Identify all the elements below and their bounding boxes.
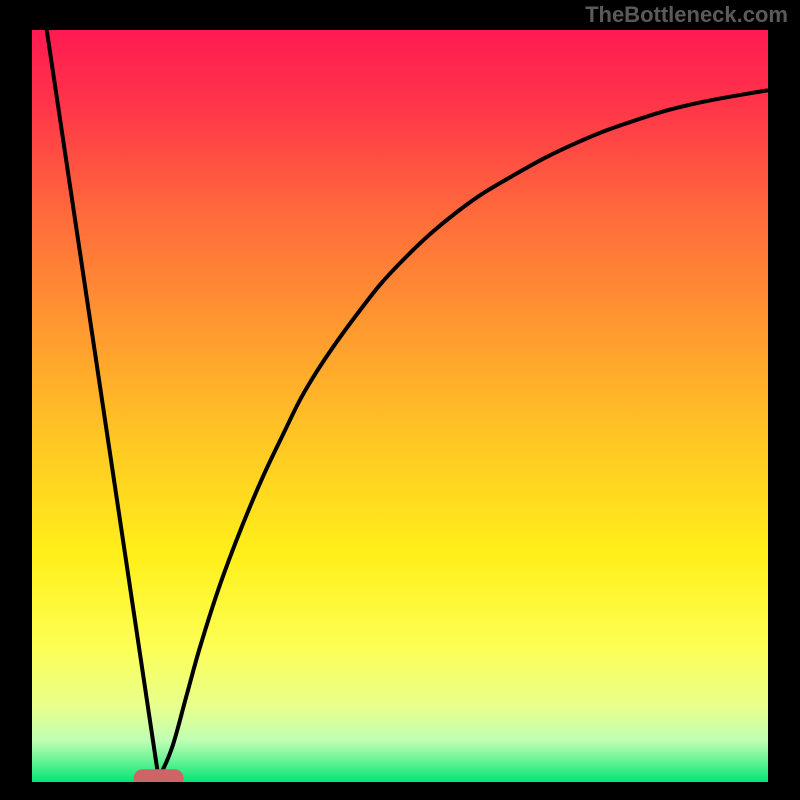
chart-container: TheBottleneck.com [0,0,800,800]
attribution-text: TheBottleneck.com [585,2,788,28]
bottleneck-chart [0,0,800,800]
